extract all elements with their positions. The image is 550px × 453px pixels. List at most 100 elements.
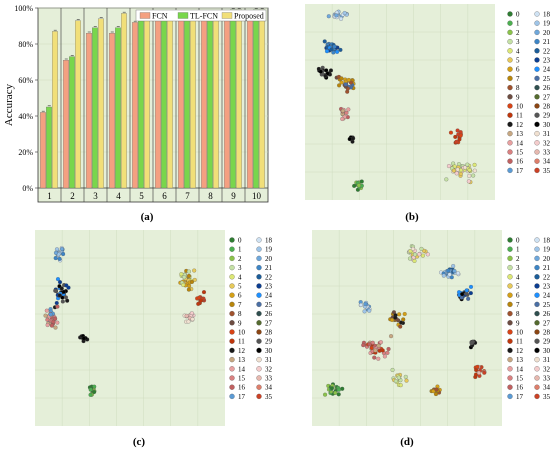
legend-class-label: 21	[543, 38, 550, 46]
tsne-scatter-d: 0123456789101112131415161718192021222324…	[312, 230, 550, 426]
legend-marker	[229, 320, 235, 326]
legend-class-label: 24	[543, 292, 550, 300]
legend-class-label: 28	[265, 329, 273, 337]
scatter-point-class-32	[425, 252, 430, 257]
legend-marker	[229, 237, 235, 243]
legend-marker	[229, 366, 235, 372]
legend-marker	[507, 301, 513, 308]
scatter-point-class-18	[339, 16, 344, 21]
scatter-point-class-35	[455, 128, 460, 133]
scatter-point-class-19	[342, 10, 347, 16]
legend-marker	[534, 57, 540, 63]
legend-marker	[534, 237, 540, 243]
scatter-point-class-4	[420, 253, 425, 258]
legend-class-label: 26	[543, 84, 550, 92]
scatter-point-class-16	[367, 342, 372, 347]
legend-marker	[534, 283, 540, 289]
scatter-point-class-10	[458, 133, 463, 138]
scatter-point-class-14	[376, 356, 381, 361]
bar-fcn	[178, 13, 184, 189]
bar-proposed	[144, 15, 150, 189]
legend-marker	[256, 274, 262, 280]
legend-class-label: 23	[265, 283, 273, 291]
legend-label: Proposed	[234, 12, 264, 21]
legend-marker	[256, 246, 262, 252]
legend-marker	[507, 237, 513, 243]
scatter-point-class-7	[339, 76, 344, 81]
scatter-point-class-33	[184, 313, 189, 318]
legend-class-label: 3	[516, 264, 520, 272]
legend-class-label: 15	[516, 375, 524, 383]
legend-class-label: 33	[265, 375, 273, 383]
scatter-point-class-11	[457, 137, 462, 142]
legend-class-label: 0	[516, 237, 520, 245]
scatter-point-class-13	[389, 334, 394, 339]
legend-class-label: 15	[516, 149, 524, 157]
scatter-point-class-0	[352, 183, 357, 188]
scatter-point-class-16	[386, 346, 391, 352]
legend-marker	[507, 130, 513, 137]
bar-tlfcn	[138, 16, 144, 189]
scatter-point-class-29	[63, 295, 68, 300]
legend-marker	[229, 375, 235, 381]
scatter-point-class-12	[59, 286, 64, 291]
scatter-plot-area-d	[312, 230, 502, 426]
scatter-point-class-7	[186, 287, 191, 292]
bar-fcn	[132, 22, 138, 189]
scatter-point-class-3	[444, 177, 449, 182]
y-tick-label: 20%	[18, 148, 33, 157]
bar-fcn	[201, 15, 207, 189]
legend-class-label: 5	[238, 283, 242, 291]
bar-tlfcn	[92, 27, 98, 189]
scatter-point-class-8	[434, 387, 439, 392]
scatter-point-class-7	[189, 279, 195, 284]
scatter-point-class-2	[356, 183, 361, 188]
legend-marker	[534, 320, 540, 326]
y-tick-label: 80%	[18, 40, 33, 49]
bar-proposed	[259, 9, 265, 189]
scatter-point-class-33	[476, 370, 482, 375]
legend-class-label: 11	[516, 112, 523, 120]
legend-class-label: 13	[238, 356, 246, 364]
legend-class-label: 28	[543, 103, 550, 111]
scatter-point-class-32	[417, 252, 422, 257]
legend-class-label: 32	[543, 139, 550, 147]
scatter-point-class-4	[467, 168, 472, 173]
legend-class-label: 19	[265, 246, 273, 254]
legend-class-label: 1	[516, 20, 520, 28]
legend-class-label: 0	[516, 11, 520, 19]
scatter-point-class-17	[48, 312, 53, 317]
legend-class-label: 29	[543, 338, 550, 346]
class-legend-d: 0123456789101112131415161718192021222324…	[507, 237, 550, 401]
scatter-point-class-13	[373, 348, 378, 353]
scatter-point-class-19	[451, 264, 456, 269]
scatter-point-class-32	[466, 179, 471, 184]
legend-class-label: 23	[543, 57, 550, 65]
legend-class-label: 23	[543, 283, 550, 291]
scatter-point-class-4	[181, 282, 186, 287]
legend-marker	[229, 356, 235, 363]
scatter-point-class-6	[187, 283, 192, 288]
panel-c-caption: (c)	[132, 436, 146, 448]
legend-marker	[507, 20, 513, 26]
legend-class-label: 19	[543, 246, 550, 254]
scatter-point-class-17	[363, 301, 368, 306]
legend-marker	[229, 246, 235, 252]
legend-class-label: 30	[543, 121, 550, 129]
legend-marker	[229, 283, 235, 289]
scatter-point-class-20	[326, 14, 331, 19]
scatter-point-class-6	[397, 312, 402, 317]
bar-fcn	[224, 11, 230, 189]
legend-class-label: 22	[543, 47, 550, 55]
scatter-point-class-6	[431, 389, 436, 394]
scatter-point-class-14	[45, 323, 50, 328]
scatter-point-class-30	[460, 292, 465, 297]
bar-tlfcn	[46, 106, 52, 189]
legend-class-label: 6	[516, 66, 520, 74]
scatter-point-class-29	[53, 288, 58, 293]
legend-class-label: 0	[238, 237, 242, 245]
scatter-point-class-13	[376, 343, 381, 348]
scatter-point-class-1	[88, 392, 93, 397]
legend-marker	[507, 338, 513, 344]
scatter-point-class-19	[54, 247, 59, 252]
